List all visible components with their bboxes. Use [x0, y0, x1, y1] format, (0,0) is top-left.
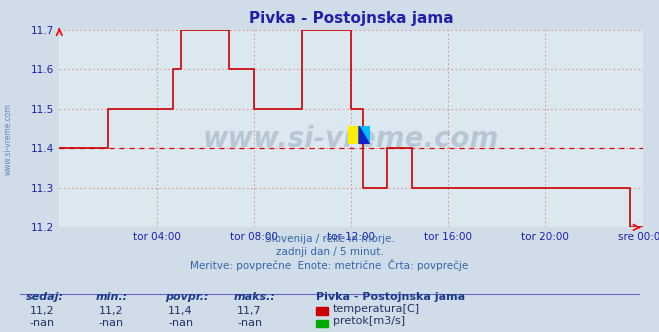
- Polygon shape: [359, 126, 370, 135]
- Polygon shape: [359, 135, 370, 144]
- Title: Pivka - Postojnska jama: Pivka - Postojnska jama: [248, 11, 453, 26]
- Text: sedaj:: sedaj:: [26, 292, 65, 302]
- Text: -nan: -nan: [99, 318, 124, 328]
- Text: -nan: -nan: [168, 318, 193, 328]
- Text: -nan: -nan: [30, 318, 55, 328]
- Text: 11,7: 11,7: [237, 306, 262, 316]
- Text: Slovenija / reke in morje.: Slovenija / reke in morje.: [264, 234, 395, 244]
- Text: min.:: min.:: [96, 292, 128, 302]
- Text: 11,2: 11,2: [99, 306, 123, 316]
- Text: temperatura[C]: temperatura[C]: [333, 304, 420, 314]
- Text: pretok[m3/s]: pretok[m3/s]: [333, 316, 405, 326]
- Polygon shape: [349, 126, 359, 144]
- Text: 11,2: 11,2: [30, 306, 54, 316]
- Text: zadnji dan / 5 minut.: zadnji dan / 5 minut.: [275, 247, 384, 257]
- Text: www.si-vreme.com: www.si-vreme.com: [3, 104, 13, 175]
- Text: 11,4: 11,4: [168, 306, 192, 316]
- Text: www.si-vreme.com: www.si-vreme.com: [203, 124, 499, 152]
- Text: povpr.:: povpr.:: [165, 292, 208, 302]
- Polygon shape: [359, 126, 370, 144]
- Polygon shape: [359, 126, 370, 144]
- Text: Pivka - Postojnska jama: Pivka - Postojnska jama: [316, 292, 465, 302]
- Text: Meritve: povprečne  Enote: metrične  Črta: povprečje: Meritve: povprečne Enote: metrične Črta:…: [190, 259, 469, 271]
- Text: -nan: -nan: [237, 318, 262, 328]
- Text: maks.:: maks.:: [234, 292, 276, 302]
